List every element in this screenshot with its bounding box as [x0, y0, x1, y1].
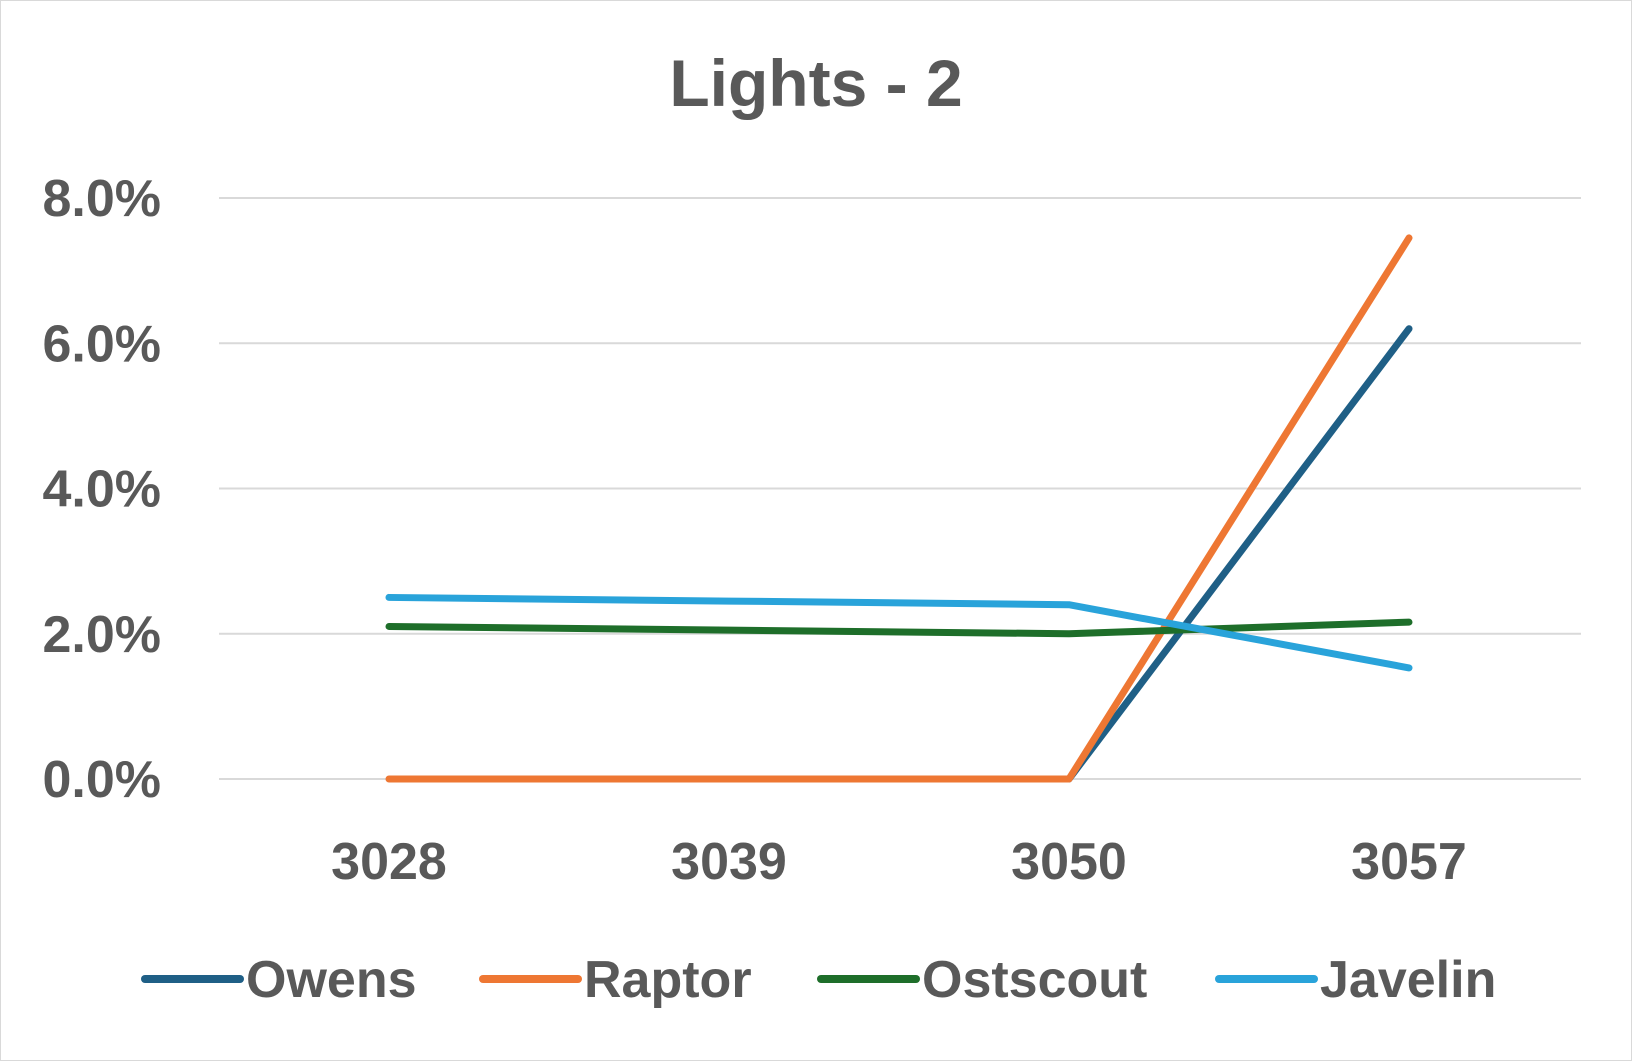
series-line-ostscout: [385, 618, 1413, 638]
y-tick-label: 2.0%: [42, 606, 161, 664]
x-axis-tick-labels: 3028 3039 3050 3057: [331, 833, 1467, 891]
series-lines: [385, 234, 1413, 783]
legend-label-owens: Owens: [246, 951, 417, 1009]
y-tick-label: 8.0%: [42, 170, 161, 228]
x-tick-label: 3028: [331, 833, 447, 891]
gridlines: [219, 197, 1581, 780]
x-tick-label: 3057: [1351, 833, 1467, 891]
series-line-javelin: [385, 593, 1413, 672]
y-tick-label: 6.0%: [42, 315, 161, 373]
x-tick-label: 3039: [671, 833, 787, 891]
x-tick-label: 3050: [1011, 833, 1127, 891]
y-tick-label: 4.0%: [42, 461, 161, 519]
series-line-owens: [1065, 325, 1413, 783]
legend-label-javelin: Javelin: [1320, 951, 1496, 1009]
y-tick-label: 0.0%: [42, 751, 161, 809]
series-line-raptor: [385, 234, 1413, 783]
legend-label-raptor: Raptor: [584, 951, 752, 1009]
chart-title: Lights - 2: [669, 46, 962, 120]
legend-label-ostscout: Ostscout: [922, 951, 1147, 1009]
legend: Owens Raptor Ostscout Javelin: [141, 951, 1496, 1009]
y-axis-tick-labels: 0.0% 2.0% 4.0% 6.0% 8.0%: [42, 170, 161, 809]
